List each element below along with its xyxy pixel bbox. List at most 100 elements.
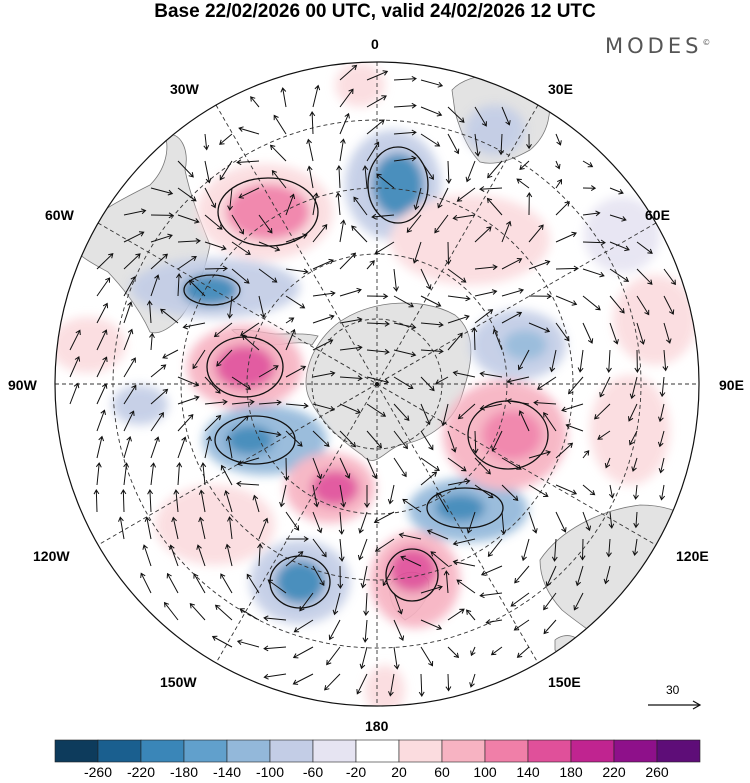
wind-vector <box>293 619 314 633</box>
wind-vector <box>393 295 415 308</box>
wind-vector <box>169 544 179 567</box>
label-lon-60e: 60E <box>645 207 670 223</box>
wind-vector <box>447 478 471 486</box>
wind-vector <box>312 84 321 108</box>
wind-vector <box>470 646 476 657</box>
colorbar-tick-label: -260 <box>83 764 113 780</box>
wind-vector <box>189 602 206 621</box>
wind-vector <box>231 376 252 390</box>
colorbar-tick-label: -140 <box>212 764 242 780</box>
colorbar-tick-label: 260 <box>645 764 669 780</box>
wind-vector <box>435 376 449 385</box>
wind-vector <box>420 430 434 451</box>
wind-vector <box>120 489 127 513</box>
wind-vector <box>582 268 605 278</box>
circulation-contours <box>183 146 549 609</box>
wind-vector <box>659 376 666 398</box>
anomaly-neg-amundsen-core <box>226 425 274 455</box>
wind-vector <box>252 494 260 513</box>
wind-vector <box>339 219 346 243</box>
south-pole-marker <box>375 382 379 386</box>
wind-vector <box>573 592 584 611</box>
wind-vector <box>579 538 586 561</box>
wind-vector <box>312 538 327 558</box>
contour-cyclone-southern-ocean <box>426 487 504 529</box>
wind-vector <box>501 106 511 126</box>
wind-vector <box>447 608 465 621</box>
wind-vector <box>366 403 387 417</box>
label-lon-30e: 30E <box>548 81 573 97</box>
wind-vector <box>246 573 260 594</box>
wind-vector <box>312 403 336 412</box>
wind-vector <box>236 480 260 487</box>
wind-vector <box>239 608 260 621</box>
wind-vector <box>420 133 441 147</box>
wind-vector <box>364 485 370 508</box>
wind-vector <box>658 457 665 474</box>
wind-vector <box>474 106 487 127</box>
wind-vector <box>445 160 452 184</box>
map-border <box>54 61 700 707</box>
wind-vector <box>418 673 425 697</box>
anomaly-pos-east-indian <box>613 275 697 365</box>
wind-vector <box>393 322 417 330</box>
wind-vector <box>204 414 222 432</box>
anomaly-neg-south-africa <box>465 105 525 155</box>
wind-vector <box>150 436 160 459</box>
wind-vector <box>200 462 207 486</box>
wind-vector <box>636 322 646 345</box>
wind-vector <box>285 295 306 309</box>
wind-vector <box>420 619 443 630</box>
wind-vector <box>173 489 180 513</box>
wind-vector <box>549 349 557 373</box>
wind-vector <box>231 399 255 405</box>
colorbar-swatch <box>312 739 357 763</box>
wind-vector <box>96 253 114 270</box>
wind-vector <box>123 208 147 216</box>
wind-vector <box>96 356 108 378</box>
wind-vector <box>123 357 136 378</box>
wind-vector <box>366 119 385 135</box>
wind-vector <box>332 592 341 616</box>
colorbar-swatch <box>613 739 658 763</box>
wind-vector <box>609 322 619 345</box>
wind-vector <box>393 592 403 615</box>
wind-vector <box>204 187 217 209</box>
wind-vector <box>219 133 233 145</box>
colorbar-swatch <box>183 739 228 763</box>
colorbar-tick-label: 180 <box>559 764 583 780</box>
wind-vector <box>123 410 135 432</box>
wind-vector <box>366 430 383 449</box>
anomaly-pos-ross-sea-core <box>311 470 359 506</box>
wind-vector <box>479 592 503 599</box>
wind-vector <box>412 241 422 264</box>
wind-vector <box>633 484 639 500</box>
colorbar-swatch <box>656 739 701 763</box>
wind-vector <box>292 673 314 685</box>
wind-vector <box>146 300 153 324</box>
wind-vector <box>663 322 672 344</box>
wind-vector <box>604 457 611 469</box>
wind-vectors <box>69 64 676 697</box>
wind-vector <box>285 551 304 567</box>
wind-vector <box>555 160 561 170</box>
wind-vector <box>285 430 303 447</box>
wind-vector <box>632 538 639 557</box>
wind-vector <box>312 192 319 216</box>
wind-vector <box>465 609 476 621</box>
wind-vector <box>447 314 470 324</box>
wind-vector <box>285 268 309 275</box>
anomaly-pos-pacific <box>155 485 275 565</box>
wind-vector <box>447 295 471 302</box>
wind-vector <box>263 615 287 622</box>
wind-vector <box>474 484 494 499</box>
wind-vector <box>339 375 363 382</box>
wind-vector <box>223 489 233 513</box>
wind-vector <box>528 293 552 300</box>
wind-vector <box>498 133 505 156</box>
wind-vector <box>123 253 141 270</box>
wind-vector <box>382 565 395 587</box>
wind-vector <box>555 322 570 342</box>
wind-vector <box>519 160 530 171</box>
wind-vector <box>582 160 594 168</box>
